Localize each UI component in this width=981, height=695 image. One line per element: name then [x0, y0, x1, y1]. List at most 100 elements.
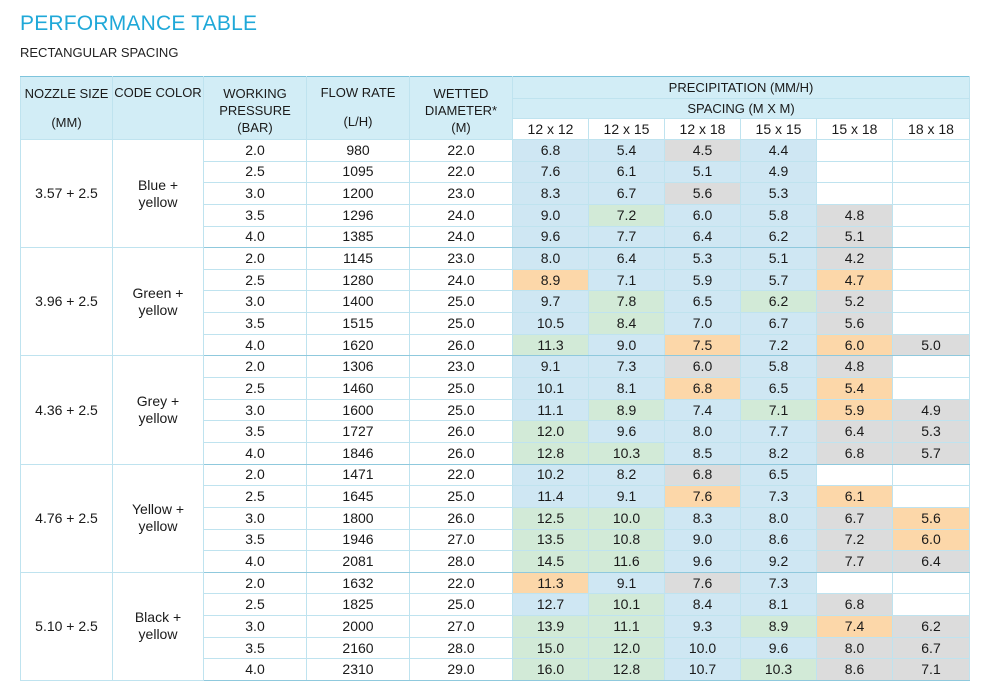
precipitation-cell: 6.2: [740, 225, 817, 249]
precipitation-cell: 10.0: [664, 636, 741, 660]
code-color-line: yellow: [138, 301, 178, 318]
precipitation-cell: 7.1: [588, 268, 665, 292]
table-row: 4.0 1620 26.0 11.3 9.0 7.5 7.2 6.0 5.0: [21, 333, 970, 357]
precipitation-cell: 8.0: [816, 636, 893, 660]
precipitation-cell: 8.0: [740, 506, 817, 530]
table-row: 2.5 1825 25.0 12.7 10.1 8.4 8.1 6.8: [21, 593, 970, 617]
pressure-cell: 2.5: [203, 593, 307, 617]
precipitation-cell: 8.6: [740, 528, 817, 552]
precipitation-cell: 4.5: [664, 139, 741, 162]
precipitation-cell: [892, 355, 970, 379]
nozzle-size-cell: 4.36 + 2.5: [20, 355, 113, 465]
header-spacing-15x18: 15 x 18: [816, 118, 893, 140]
precipitation-cell: 6.8: [512, 139, 589, 162]
precipitation-cell: 10.8: [588, 528, 665, 552]
table-row: 4.0 2081 28.0 14.5 11.6 9.6 9.2 7.7 6.4: [21, 550, 970, 573]
precipitation-cell: 6.8: [664, 377, 741, 400]
header-spacing-12x18: 12 x 18: [664, 118, 741, 140]
page-title: PERFORMANCE TABLE: [20, 12, 258, 35]
flow-rate-cell: 1385: [306, 225, 410, 249]
precipitation-cell: [892, 485, 970, 508]
precipitation-cell: 9.6: [588, 420, 665, 443]
precipitation-cell: 8.3: [512, 182, 589, 205]
precipitation-cell: [816, 463, 893, 487]
table-row: 2.5 1460 25.0 10.1 8.1 6.8 6.5 5.4: [21, 377, 970, 400]
precipitation-cell: 7.2: [588, 203, 665, 227]
wetted-diameter-cell: 25.0: [409, 312, 513, 335]
code-color-line: Blue +: [137, 176, 179, 193]
precipitation-cell: 7.6: [512, 160, 589, 184]
precipitation-cell: 12.0: [512, 420, 589, 443]
pressure-cell: 2.5: [203, 377, 307, 400]
precipitation-cell: 6.2: [740, 290, 817, 314]
precipitation-cell: 5.0: [892, 333, 970, 357]
precipitation-cell: 12.8: [588, 658, 665, 682]
precipitation-cell: 7.6: [664, 571, 741, 595]
precipitation-cell: 5.3: [892, 420, 970, 443]
precipitation-cell: 6.7: [740, 312, 817, 335]
precipitation-cell: [816, 160, 893, 184]
precipitation-cell: 14.5: [512, 550, 589, 573]
precipitation-cell: 9.1: [512, 355, 589, 379]
header-precipitation: PRECIPITATION (MM/H): [512, 76, 970, 99]
flow-rate-cell: 1400: [306, 290, 410, 314]
precipitation-cell: 6.4: [892, 550, 970, 573]
table-row: 3.5 1946 27.0 13.5 10.8 9.0 8.6 7.2 6.0: [21, 528, 970, 552]
precipitation-cell: 8.9: [740, 615, 817, 638]
code-color-line: Black +: [134, 609, 182, 626]
flow-rate-cell: 1471: [306, 463, 410, 487]
precipitation-cell: 6.8: [664, 463, 741, 487]
precipitation-cell: 9.7: [512, 290, 589, 314]
flow-rate-cell: 1645: [306, 485, 410, 508]
precipitation-cell: 7.3: [740, 485, 817, 508]
precipitation-cell: 10.1: [512, 377, 589, 400]
table-row: 5.10 + 2.5 Black + yellow 2.0 1632 22.0 11.3 9.…: [20, 571, 970, 682]
code-color-line: Green +: [132, 284, 184, 301]
pressure-cell: 3.0: [203, 290, 307, 314]
page-subtitle: RECTANGULAR SPACING: [20, 45, 179, 60]
precipitation-cell: 12.7: [512, 593, 589, 617]
precipitation-cell: [892, 225, 970, 249]
precipitation-cell: [892, 290, 970, 314]
precipitation-cell: 7.7: [816, 550, 893, 573]
flow-rate-cell: 980: [306, 139, 410, 162]
wetted-diameter-cell: 22.0: [409, 139, 513, 162]
precipitation-cell: 6.8: [816, 593, 893, 617]
pressure-cell: 2.0: [203, 247, 307, 270]
precipitation-cell: 6.0: [816, 333, 893, 357]
precipitation-cell: 9.2: [740, 550, 817, 573]
precipitation-cell: 5.4: [816, 377, 893, 400]
nozzle-size-cell: 3.57 + 2.5: [20, 138, 113, 249]
code-color-cell: Green + yellow: [112, 247, 204, 357]
header-nozzle-size: NOZZLE SIZE (MM): [20, 76, 113, 140]
precipitation-cell: 5.6: [892, 506, 970, 530]
pressure-cell: 3.5: [203, 528, 307, 552]
precipitation-cell: 5.9: [664, 268, 741, 292]
pressure-cell: 4.0: [203, 550, 307, 573]
precipitation-cell: [892, 139, 970, 162]
precipitation-cell: 6.5: [664, 290, 741, 314]
precipitation-cell: [892, 160, 970, 184]
wetted-diameter-cell: 22.0: [409, 160, 513, 184]
precipitation-cell: 4.8: [816, 355, 893, 379]
precipitation-cell: 7.7: [588, 225, 665, 249]
precipitation-cell: 12.5: [512, 506, 589, 530]
flow-rate-cell: 1460: [306, 377, 410, 400]
wetted-diameter-cell: 22.0: [409, 571, 513, 595]
pressure-cell: 2.5: [203, 268, 307, 292]
precipitation-cell: 11.1: [588, 615, 665, 638]
flow-rate-cell: 2000: [306, 615, 410, 638]
pressure-cell: 2.0: [203, 355, 307, 379]
precipitation-cell: 5.1: [664, 160, 741, 184]
code-color-cell: Yellow + yellow: [112, 463, 204, 573]
pressure-cell: 4.0: [203, 225, 307, 249]
wetted-diameter-cell: 24.0: [409, 225, 513, 249]
precipitation-cell: 9.0: [664, 528, 741, 552]
precipitation-cell: [816, 571, 893, 595]
precipitation-cell: 7.3: [588, 355, 665, 379]
wetted-diameter-cell: 25.0: [409, 377, 513, 400]
precipitation-cell: 11.4: [512, 485, 589, 508]
precipitation-cell: 8.3: [664, 506, 741, 530]
nozzle-size-cell: 4.76 + 2.5: [20, 463, 113, 573]
flow-rate-cell: 1306: [306, 355, 410, 379]
